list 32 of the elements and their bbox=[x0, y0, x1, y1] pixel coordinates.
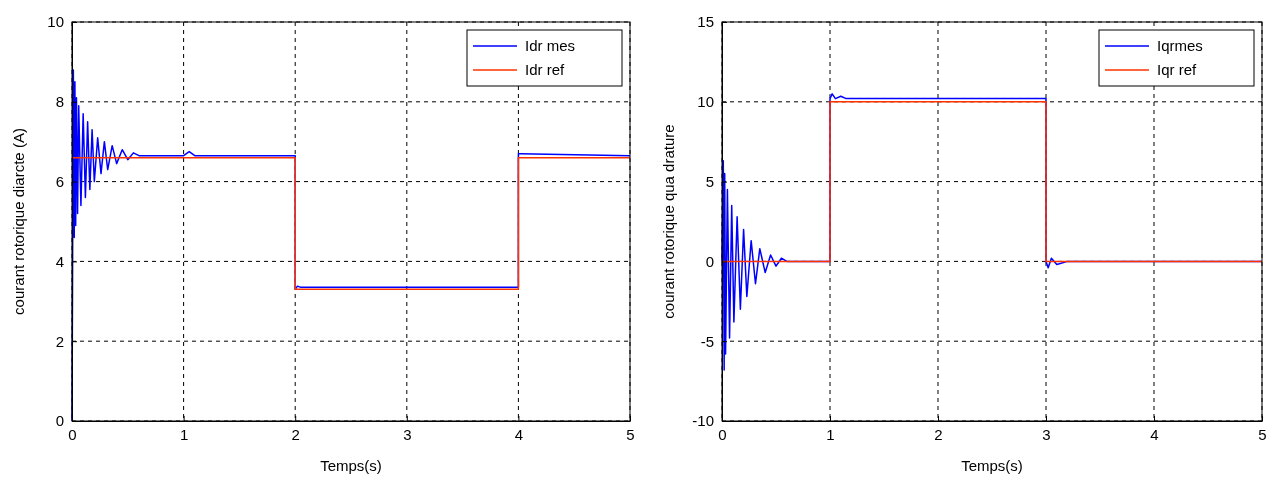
y-tick-label: -5 bbox=[700, 332, 714, 350]
x-tick-label: 3 bbox=[1042, 425, 1051, 443]
x-tick-label: 3 bbox=[403, 425, 412, 443]
legend-label: Iqr ref bbox=[1157, 61, 1198, 78]
x-tick-label: 2 bbox=[291, 425, 300, 443]
y-tick-label: 0 bbox=[705, 252, 714, 270]
y-tick-label: 4 bbox=[55, 252, 64, 270]
x-tick-label: 1 bbox=[826, 425, 835, 443]
y-tick-label: 10 bbox=[697, 93, 714, 111]
y-tick-label: 0 bbox=[55, 412, 64, 430]
x-tick-label: 4 bbox=[514, 425, 524, 443]
y-tick-label: 8 bbox=[55, 93, 64, 111]
x-tick-label: 4 bbox=[1150, 425, 1159, 443]
y-tick-label: 2 bbox=[55, 332, 64, 350]
y-tick-label: 5 bbox=[705, 172, 714, 190]
y-tick-label: 15 bbox=[697, 13, 714, 31]
x-tick-label: 0 bbox=[718, 425, 727, 443]
x-tick-label: 5 bbox=[626, 425, 635, 443]
x-tick-label: 5 bbox=[1258, 425, 1267, 443]
y-tick-label: -10 bbox=[692, 412, 714, 430]
legend-label: Iqrmes bbox=[1157, 37, 1203, 54]
legend-label: Idr mes bbox=[525, 37, 576, 54]
x-axis-title: Temps(s) bbox=[961, 457, 1023, 474]
y-axis-title: courant rotorique diarcte (A) bbox=[10, 128, 27, 315]
x-tick-label: 2 bbox=[934, 425, 943, 443]
y-tick-label: 10 bbox=[47, 13, 64, 31]
x-tick-label: 1 bbox=[179, 425, 189, 443]
x-tick-label: 0 bbox=[68, 425, 77, 443]
legend-label: Idr ref bbox=[525, 61, 566, 78]
y-tick-label: 6 bbox=[55, 172, 64, 190]
x-axis-title: Temps(s) bbox=[320, 457, 382, 474]
y-axis-title: courant rotorique qua drature bbox=[660, 124, 677, 319]
